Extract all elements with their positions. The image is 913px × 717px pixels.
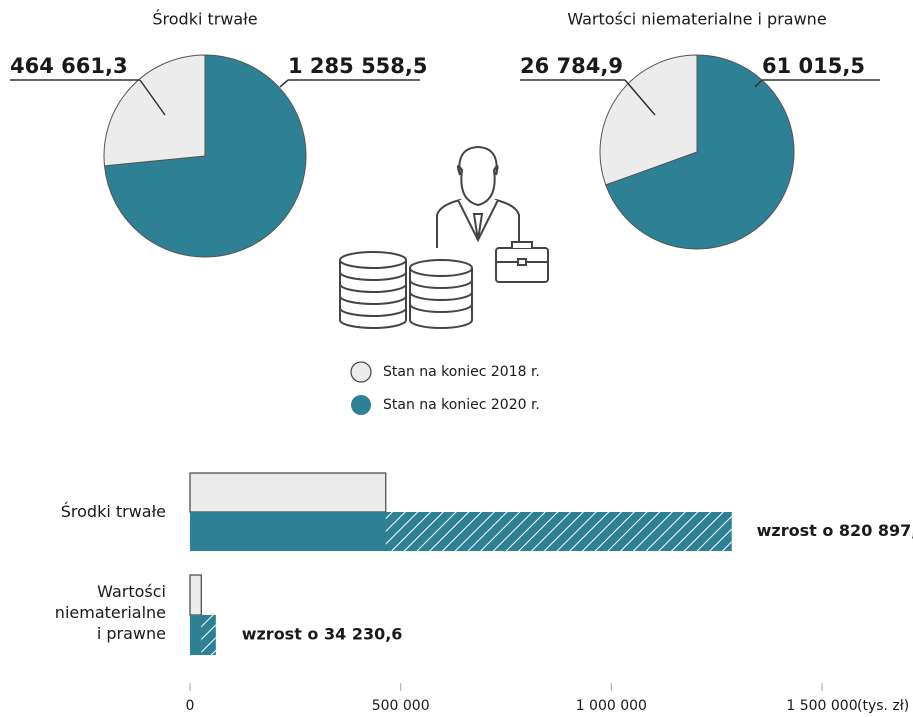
increase-hatch (385, 512, 732, 551)
x-unit: (tys. zł) (857, 698, 909, 714)
leader-line (139, 79, 166, 116)
x-tick-label: 0 (186, 698, 195, 714)
x-tick-label: 1 500 000 (786, 698, 857, 714)
annotation: wzrost o 34 230,6 (242, 625, 403, 644)
pie-slice (103, 54, 206, 167)
legend-swatch (351, 395, 371, 415)
value-label: 61 015,5 (762, 54, 865, 78)
value-label: 26 784,9 (520, 54, 623, 78)
leader-line (279, 79, 289, 88)
pie-title: Środki trwałe (152, 10, 257, 29)
bar (189, 574, 202, 616)
pie-slice (605, 54, 795, 250)
bar (189, 472, 387, 513)
leader-line (624, 79, 656, 116)
pie-slice (599, 54, 698, 186)
legend-label: Stan na koniec 2018 r. (383, 364, 540, 380)
category-label: Środki trwałe (60, 502, 166, 521)
legend-swatch (350, 361, 372, 383)
increase-hatch (201, 615, 216, 655)
legend-label: Stan na koniec 2020 r. (383, 397, 540, 413)
value-label: 1 285 558,5 (288, 54, 428, 78)
category-label: Wartości niematerialne i prawne (54, 582, 166, 643)
x-tick-label: 500 000 (372, 698, 430, 714)
annotation: wzrost o 820 897,2 (757, 521, 913, 540)
x-tick-label: 1 000 000 (576, 698, 647, 714)
leader-line (754, 79, 763, 88)
value-label: 464 661,3 (10, 54, 128, 78)
icon (339, 145, 549, 329)
pie-title: Wartości niematerialne i prawne (567, 10, 826, 29)
